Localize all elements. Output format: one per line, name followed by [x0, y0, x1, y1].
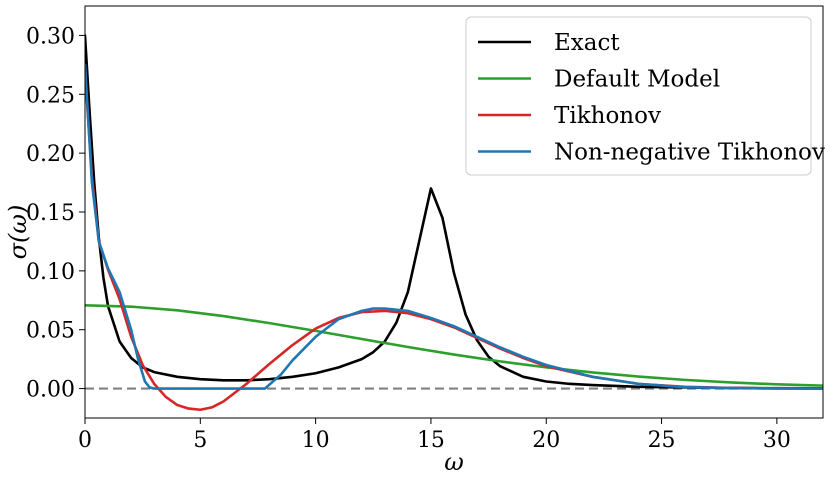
x-tick-label: 15	[417, 428, 445, 453]
x-tick-label: 0	[78, 428, 92, 453]
legend: Exact Default Model Tikhonov Non-negative T…	[465, 16, 825, 176]
y-tick-label: 0.25	[26, 83, 75, 108]
y-tick-label: 0.00	[26, 378, 75, 403]
legend-entry-label: Tikhonov	[554, 103, 661, 129]
x-tick-label: 25	[648, 428, 676, 453]
series-line-non-negative-tikhonov	[85, 63, 823, 390]
series-line-default-model	[85, 304, 823, 387]
y-tick-label: 0.05	[26, 319, 75, 344]
x-axis-label: ω	[444, 448, 464, 476]
legend-entry-label: Default Model	[554, 67, 720, 93]
x-tick-label: 5	[193, 428, 207, 453]
x-tick-label: 10	[302, 428, 330, 453]
y-tick-label: 0.30	[26, 24, 75, 49]
y-tick-label: 0.10	[26, 260, 75, 285]
series-line-exact	[85, 34, 823, 390]
x-tick-label: 30	[763, 428, 791, 453]
legend-box	[465, 16, 812, 176]
legend-entry-label: Exact	[554, 30, 620, 56]
legend-entry-label: Non-negative Tikhonov	[554, 140, 825, 166]
plot-area	[85, 34, 823, 412]
y-tick-label: 0.20	[26, 142, 75, 167]
y-tick-label: 0.15	[26, 201, 75, 226]
x-tick-label: 20	[532, 428, 560, 453]
axes: 0 5 10 15 20 25 30 0.00 0.05 0.10 0.15 0.20 0.25 0.30	[26, 5, 824, 453]
y-axis-label: σ(ω)	[4, 205, 32, 260]
